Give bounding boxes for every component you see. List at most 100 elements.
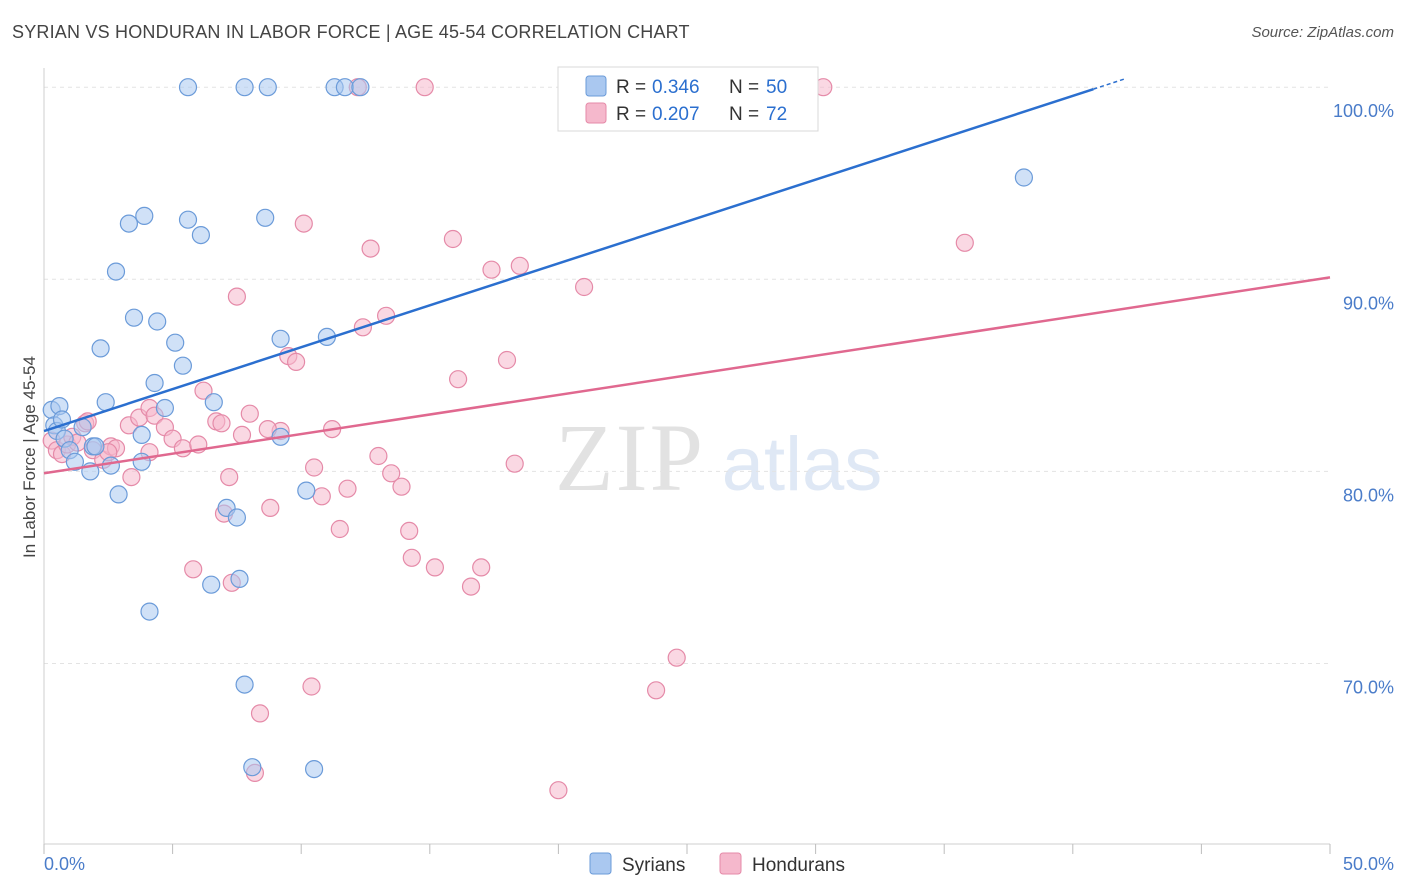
syrians-point-37 xyxy=(256,208,275,227)
hondurans-point-29 xyxy=(232,425,252,444)
stats-n-label-syrians: N = xyxy=(729,77,764,98)
trend-lines xyxy=(43,78,1331,475)
syrians-point-48 xyxy=(258,78,277,97)
hondurans-point-58 xyxy=(497,350,517,370)
syrians-point-15 xyxy=(106,262,126,281)
syrians-point-29 xyxy=(191,226,210,245)
y-tick-label-80: 80.0% xyxy=(1343,485,1394,505)
syrians-point-36 xyxy=(243,758,262,777)
watermark: ZIP atlas xyxy=(555,404,882,511)
syrians-point-22 xyxy=(140,602,159,621)
hondurans-point-37 xyxy=(294,214,313,233)
hondurans-point-13 xyxy=(122,468,141,487)
hondurans-point-61 xyxy=(549,781,568,800)
hondurans-point-48 xyxy=(382,464,401,483)
x-tick-label-min: 0.0% xyxy=(44,854,85,874)
hondurans-point-32 xyxy=(250,704,270,723)
hondurans-point-57 xyxy=(482,260,501,279)
syrians-point-28 xyxy=(178,210,198,229)
hondurans-point-39 xyxy=(305,458,324,477)
syrians-point-27 xyxy=(173,356,192,375)
syrians-point-49 xyxy=(1014,168,1034,187)
x-tick-label-max: 50.0% xyxy=(1343,854,1394,874)
hondurans-point-24 xyxy=(212,414,231,433)
syrians-point-14 xyxy=(101,456,121,475)
hondurans-point-62 xyxy=(574,277,594,297)
stats-row-2: R = 0.207 N = 72 xyxy=(616,104,787,125)
hondurans-point-56 xyxy=(472,558,491,577)
syrians-point-19 xyxy=(132,452,151,471)
hondurans-point-52 xyxy=(425,558,444,577)
y-tick-label-100: 100.0% xyxy=(1333,101,1394,121)
stats-n-label-hondurans: N = xyxy=(729,104,764,125)
hondurans-point-60 xyxy=(510,256,529,275)
syrians-trend-line xyxy=(43,87,1094,433)
hondurans-point-43 xyxy=(338,479,357,498)
syrians-point-47 xyxy=(235,78,254,97)
hondurans-point-30 xyxy=(240,404,259,423)
hondurans-trend-line xyxy=(43,276,1331,475)
syrians-point-41 xyxy=(305,759,324,779)
y-axis-label: In Labor Force | Age 45-54 xyxy=(20,356,39,558)
stats-n-value-hondurans: 72 xyxy=(766,104,787,125)
stats-r-label-syrians: R = xyxy=(616,77,651,98)
hondurans-point-36 xyxy=(287,352,306,371)
hondurans-point-49 xyxy=(392,477,411,496)
syrians-point-40 xyxy=(297,481,316,500)
hondurans-point-26 xyxy=(220,468,239,487)
chart-title: SYRIAN VS HONDURAN IN LABOR FORCE | AGE … xyxy=(12,22,690,42)
hondurans-point-65 xyxy=(955,233,974,252)
syrians-point-7 xyxy=(65,452,85,471)
syrians-point-16 xyxy=(109,485,128,504)
hondurans-point-64 xyxy=(667,648,686,667)
syrians-point-33 xyxy=(227,508,246,527)
syrians-point-24 xyxy=(148,312,167,331)
x-ticks xyxy=(43,844,1331,854)
hondurans-point-50 xyxy=(400,521,419,541)
legend-swatch-syrians xyxy=(589,852,612,875)
hondurans-point-67 xyxy=(415,78,434,97)
series-legend: Syrians Hondurans xyxy=(589,852,845,876)
hondurans-point-28 xyxy=(227,287,246,306)
stats-n-value-syrians: 50 xyxy=(766,77,787,98)
syrians-trend-extension xyxy=(1093,78,1125,90)
syrians-point-34 xyxy=(230,569,249,589)
stats-legend-swatch-syrians xyxy=(585,75,607,97)
syrians-point-35 xyxy=(235,675,254,694)
syrians-point-21 xyxy=(132,425,151,444)
syrians-point-23 xyxy=(145,373,164,393)
watermark-zip: ZIP xyxy=(555,404,705,511)
stats-r-label-hondurans: R = xyxy=(616,104,651,125)
hondurans-point-42 xyxy=(330,519,349,539)
syrians-point-26 xyxy=(166,333,185,352)
y-tick-labels: 70.0% 80.0% 90.0% 100.0% xyxy=(1333,101,1394,697)
stats-row-1: R = 0.346 N = 50 xyxy=(616,77,787,98)
syrians-point-18 xyxy=(124,308,144,327)
stats-legend: R = 0.346 N = 50 R = 0.207 N = 72 xyxy=(557,66,819,132)
syrians-point-30 xyxy=(202,575,221,594)
hondurans-point-45 xyxy=(361,239,380,258)
syrians-point-20 xyxy=(135,206,154,225)
hondurans-point-40 xyxy=(312,487,331,506)
hondurans-point-59 xyxy=(505,454,524,473)
hondurans-point-55 xyxy=(461,577,481,596)
hondurans-point-53 xyxy=(443,229,462,249)
syrians-point-38 xyxy=(271,329,290,348)
legend-label-hondurans: Hondurans xyxy=(752,855,845,876)
hondurans-point-46 xyxy=(369,446,388,466)
syrians-point-44 xyxy=(335,78,354,97)
stats-legend-swatch-hondurans xyxy=(585,102,607,124)
syrians-point-25 xyxy=(155,398,174,418)
hondurans-point-63 xyxy=(646,681,666,700)
hondurans-point-38 xyxy=(302,677,321,696)
syrians-point-31 xyxy=(204,393,223,412)
syrians-point-46 xyxy=(178,78,198,97)
syrians-point-12 xyxy=(91,339,110,358)
hondurans-point-54 xyxy=(449,370,468,389)
watermark-atlas: atlas xyxy=(722,422,883,507)
source-credit: Source: ZipAtlas.com xyxy=(1251,24,1394,41)
syrians-point-45 xyxy=(351,78,370,97)
hondurans-point-22 xyxy=(194,381,213,400)
syrians-point-11 xyxy=(86,437,105,456)
